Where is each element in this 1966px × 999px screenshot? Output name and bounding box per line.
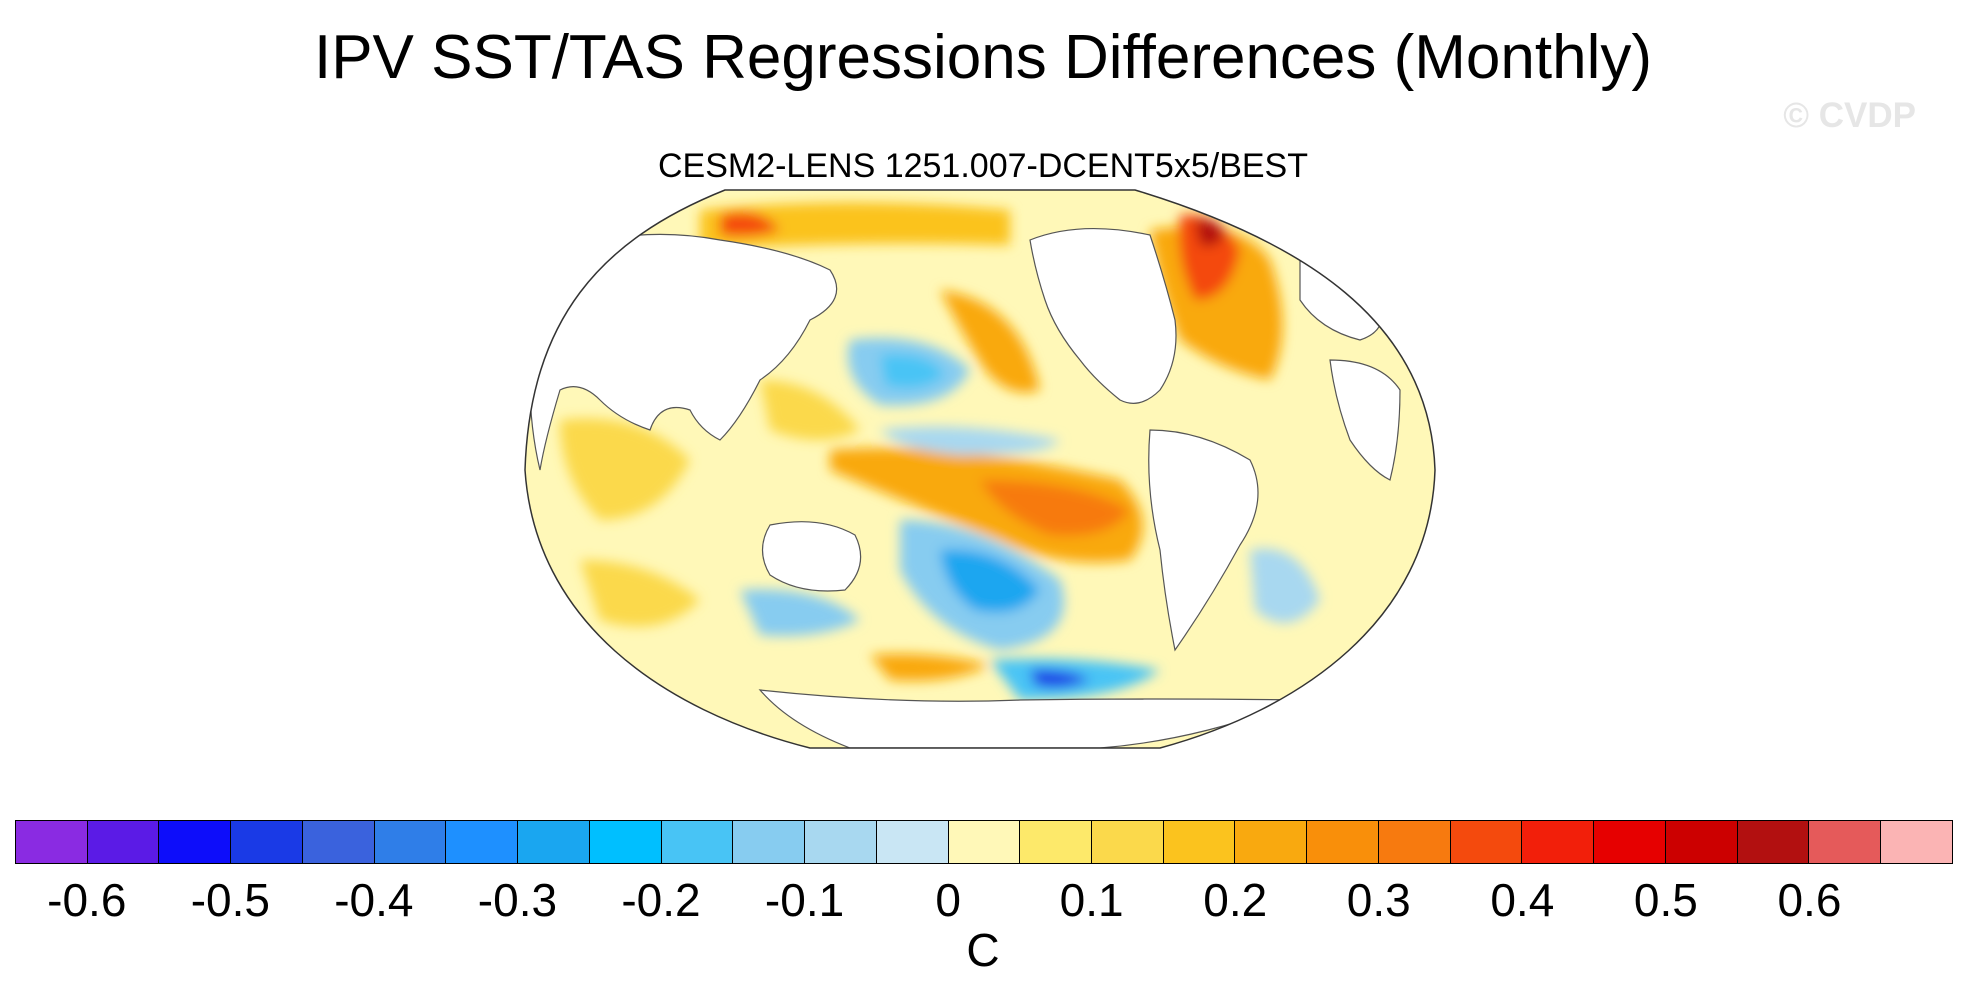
colorbar-swatch	[302, 821, 375, 863]
southern-ocean-warm	[870, 653, 990, 681]
globe-outline	[524, 189, 1436, 749]
cvdp-watermark: © CVDP	[1783, 96, 1916, 135]
colorbar-tick-label: 0	[935, 874, 961, 926]
colorbar-swatch	[87, 821, 160, 863]
colorbar-swatch	[446, 821, 519, 863]
north-pacific-warm-arc	[940, 290, 1040, 393]
eurasia-landmass	[529, 233, 838, 471]
colorbar-tick-label: 0.6	[1777, 874, 1842, 926]
colorbar-tick-label: -0.3	[477, 874, 558, 926]
arctic-peak	[1195, 219, 1225, 247]
colorbar-units: C	[966, 924, 1000, 976]
map-subtitle: CESM2-LENS 1251.007-DCENT5x5/BEST	[0, 146, 1966, 186]
north-america-landmass	[1029, 227, 1177, 404]
colorbar-swatch	[1881, 821, 1952, 863]
south-america-landmass	[1148, 429, 1259, 652]
colorbar-swatch	[374, 821, 447, 863]
colorbar-swatch	[589, 821, 662, 863]
colorbar-swatch	[518, 821, 590, 863]
colorbar-swatch	[231, 821, 303, 863]
colorbar-swatch	[1594, 821, 1666, 863]
colorbar-swatch	[805, 821, 877, 863]
antarctica-landmass	[758, 689, 1301, 748]
colorbar-tick-label: -0.4	[334, 874, 414, 926]
data-field	[525, 190, 1435, 748]
colorbar-swatch	[661, 821, 734, 863]
tropical-pacific-hot	[980, 480, 1130, 536]
colorbar-tick-label: -0.6	[47, 874, 127, 926]
colorbar-swatch	[16, 821, 88, 863]
australia-landmass	[761, 521, 862, 592]
west-pacific-warm	[760, 380, 860, 440]
map-subtitle-text: CESM2-LENS 1251.007-DCENT5x5/BEST	[657, 147, 1309, 185]
colorbar-swatch	[1522, 821, 1595, 863]
colorbar-swatch	[1737, 821, 1810, 863]
southern-ocean-coldest	[1030, 669, 1090, 688]
north-pacific-cold	[880, 354, 945, 389]
indian-ocean-warm	[560, 418, 690, 520]
colorbar-tick-label: 0.5	[1633, 874, 1698, 926]
colorbar-tick-label: -0.1	[764, 874, 845, 926]
arctic-warm-patch	[700, 202, 1010, 250]
colorbar-swatch	[1092, 821, 1164, 863]
colorbar-swatch	[159, 821, 232, 863]
africa-landmass	[1329, 359, 1401, 481]
southern-indian-cool	[740, 589, 860, 636]
colorbar-swatch	[948, 821, 1021, 863]
colorbar-swatch	[1307, 821, 1379, 863]
colorbar-swatch	[1450, 821, 1523, 863]
colorbar	[15, 820, 1953, 864]
equatorial-cool-band	[880, 426, 1060, 455]
colorbar-tick-label: -0.5	[190, 874, 270, 926]
colorbar-tick-label: 0.1	[1059, 874, 1124, 926]
colorbar-swatch	[1378, 821, 1451, 863]
colorbar-swatch	[1235, 821, 1308, 863]
colorbar-swatch	[876, 821, 949, 863]
colorbar-swatch	[733, 821, 806, 863]
southwest-indian-warm	[580, 560, 700, 627]
colorbar-tick-label: 0.3	[1346, 874, 1411, 926]
colorbar-tick-label: -0.2	[621, 874, 701, 926]
arctic-hotspot-west	[720, 212, 780, 237]
colorbar-tick-labels: -0.6 -0.5 -0.4 -0.3 -0.2 -0.1 0 0.1 0.2 0.3 0.4 0.5…	[0, 872, 1966, 932]
chart-title: IPV SST/TAS Regressions Differences (Mon…	[313, 23, 1653, 92]
colorbar-swatch	[1163, 821, 1236, 863]
south-atlantic-cool	[1250, 548, 1320, 623]
south-pacific-cold	[940, 549, 1040, 613]
continents	[529, 227, 1401, 748]
colorbar-swatch	[1809, 821, 1882, 863]
colorbar-swatch	[1665, 821, 1738, 863]
colorbar-swatch	[1020, 821, 1093, 863]
colorbar-tick-label: 0.4	[1490, 874, 1555, 926]
north-atlantic-hot	[1179, 214, 1240, 300]
colorbar-tick-label: 0.2	[1203, 874, 1268, 926]
